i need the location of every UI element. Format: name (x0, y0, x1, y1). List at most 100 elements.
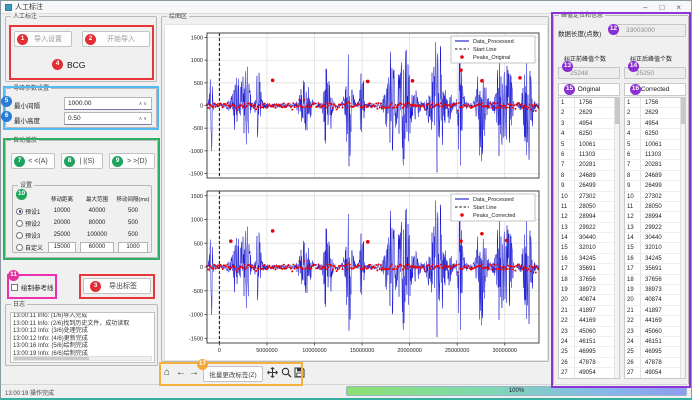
maximize-button[interactable]: □ (659, 3, 664, 12)
corrected-table-scrollbar[interactable] (680, 98, 685, 378)
table-row[interactable]: 1128050 (559, 202, 619, 212)
table-row[interactable]: 1027302 (625, 192, 685, 202)
preset-row: 预设11000040000500 (14, 205, 150, 217)
preset-radio[interactable] (16, 244, 23, 251)
table-row[interactable]: 2446151 (625, 337, 685, 347)
table-row[interactable]: 2546995 (559, 347, 619, 357)
log-line[interactable]: 13:00:16 Info: (5/6)绘制完成 (11, 343, 154, 351)
table-row[interactable]: 824689 (559, 171, 619, 181)
table-row[interactable]: 1634245 (625, 254, 685, 264)
table-row[interactable]: 11756 (625, 98, 685, 108)
table-row[interactable]: 611303 (625, 150, 685, 160)
table-row[interactable]: 2244169 (559, 316, 619, 326)
export-labels-button[interactable]: 3 导出标签 (83, 278, 151, 294)
table-row[interactable]: 1027302 (559, 192, 619, 202)
preset-value-input[interactable]: 1000 (118, 242, 148, 253)
preset-radio[interactable] (16, 232, 23, 239)
table-row[interactable]: 2749054 (559, 368, 619, 378)
table-row[interactable]: 1837656 (559, 275, 619, 285)
table-row[interactable]: 11756 (559, 98, 619, 108)
save-icon[interactable] (294, 367, 305, 378)
signal-plot-original[interactable]: -1500-1000-500050010001500Data_Processed… (167, 28, 545, 184)
table-row[interactable]: 510061 (625, 140, 685, 150)
original-table-scrollbar[interactable] (614, 98, 619, 378)
table-row[interactable]: 1735691 (559, 264, 619, 274)
table-row[interactable]: 611303 (559, 150, 619, 160)
pan-icon[interactable] (267, 367, 278, 378)
close-button[interactable]: × (676, 3, 681, 12)
table-row[interactable]: 926499 (625, 181, 685, 191)
table-row[interactable]: 34954 (559, 119, 619, 129)
forward-icon[interactable]: → (189, 368, 199, 378)
zoom-icon[interactable] (281, 367, 292, 378)
move-left-button[interactable]: 7 < <(A) (11, 153, 55, 169)
batch-edit-labels-button[interactable]: 批量更改标签(Z) (203, 366, 263, 382)
svg-text:1000: 1000 (191, 58, 203, 64)
preset-value-input[interactable]: 60000 (80, 242, 114, 253)
table-row[interactable]: 1532010 (559, 243, 619, 253)
table-row[interactable]: 1532010 (625, 243, 685, 253)
table-row[interactable]: 1430440 (559, 233, 619, 243)
table-row[interactable]: 2040874 (559, 295, 619, 305)
start-import-button[interactable]: 2 开始导入 (82, 31, 150, 47)
table-row[interactable]: 720281 (625, 160, 685, 170)
table-row[interactable]: 2546995 (625, 347, 685, 357)
log-listbox[interactable]: 13:00:11 Info: (1/6)导入完成13:00:11 Info: (… (10, 312, 155, 363)
table-row[interactable]: 2345060 (625, 327, 685, 337)
table-row[interactable]: 720281 (559, 160, 619, 170)
table-row[interactable]: 1430440 (625, 233, 685, 243)
table-row[interactable]: 1228994 (559, 212, 619, 222)
table-row[interactable]: 46250 (625, 129, 685, 139)
table-row[interactable]: 2446151 (559, 337, 619, 347)
peak-params-group: 寻峰参数设置 最小间隔 1000.00 ∧∨ 最小高度 0.50 ∧∨ (5, 88, 157, 128)
table-row[interactable]: 510061 (559, 140, 619, 150)
table-row[interactable]: 1329922 (559, 223, 619, 233)
table-row[interactable]: 2141897 (625, 306, 685, 316)
table-row[interactable]: 2749054 (625, 368, 685, 378)
table-row[interactable]: 824689 (625, 171, 685, 181)
svg-text:Start Line: Start Line (473, 205, 497, 211)
checkbox-icon[interactable] (11, 284, 18, 291)
pause-button[interactable]: 8 | |(S) (61, 153, 103, 169)
table-row[interactable]: 1938973 (559, 285, 619, 295)
table-row[interactable]: 1938973 (625, 285, 685, 295)
spinner-icon[interactable]: ∧∨ (139, 101, 148, 107)
table-row[interactable]: 46250 (559, 129, 619, 139)
back-icon[interactable]: ← (176, 368, 186, 378)
min-height-input[interactable]: 0.50 ∧∨ (64, 112, 152, 125)
preset-value-input[interactable]: 15000 (48, 242, 76, 253)
table-row[interactable]: 1128050 (625, 202, 685, 212)
table-row[interactable]: 34954 (625, 119, 685, 129)
data-length-value: 33003000 (616, 24, 686, 37)
table-row[interactable]: 2141897 (559, 306, 619, 316)
table-row[interactable]: 22629 (625, 108, 685, 118)
move-right-button[interactable]: 9 > >(D) (109, 153, 155, 169)
corrected-peaks-table[interactable]: 1175622629349544625051006161130372028182… (624, 97, 686, 379)
table-row[interactable]: 1228994 (625, 212, 685, 222)
table-row[interactable]: 22629 (559, 108, 619, 118)
log-line[interactable]: 13:00:12 Info: (3/6)处理完成 (11, 328, 154, 336)
table-row[interactable]: 2647878 (559, 358, 619, 368)
table-row[interactable]: 2647878 (625, 358, 685, 368)
home-icon[interactable]: ⌂ (164, 368, 170, 378)
table-row[interactable]: 2244169 (625, 316, 685, 326)
table-row[interactable]: 1634245 (559, 254, 619, 264)
import-settings-button[interactable]: 1 导入设置 (14, 31, 72, 47)
table-row[interactable]: 1735691 (625, 264, 685, 274)
preset-radio[interactable] (16, 208, 23, 215)
reference-line-checkbox[interactable]: 绘制参考线 (11, 282, 54, 292)
table-row[interactable]: 1837656 (625, 275, 685, 285)
log-hscrollbar[interactable] (13, 356, 152, 361)
table-row[interactable]: 2040874 (625, 295, 685, 305)
svg-text:0: 0 (200, 104, 203, 110)
table-row[interactable]: 2345060 (559, 327, 619, 337)
table-row[interactable]: 926499 (559, 181, 619, 191)
signal-plot-corrected[interactable]: -1500-1000-50005001000150005000000100000… (167, 186, 545, 358)
table-row[interactable]: 1329922 (625, 223, 685, 233)
preset-radio[interactable] (16, 220, 23, 227)
spinner-icon[interactable]: ∧∨ (139, 116, 148, 122)
min-interval-input[interactable]: 1000.00 ∧∨ (64, 97, 152, 110)
log-line[interactable]: 13:00:11 Info: (1/6)导入完成 (11, 313, 154, 321)
original-peaks-table[interactable]: 1175622629349544625051006161130372028182… (558, 97, 620, 379)
minimize-button[interactable]: – (643, 3, 647, 12)
